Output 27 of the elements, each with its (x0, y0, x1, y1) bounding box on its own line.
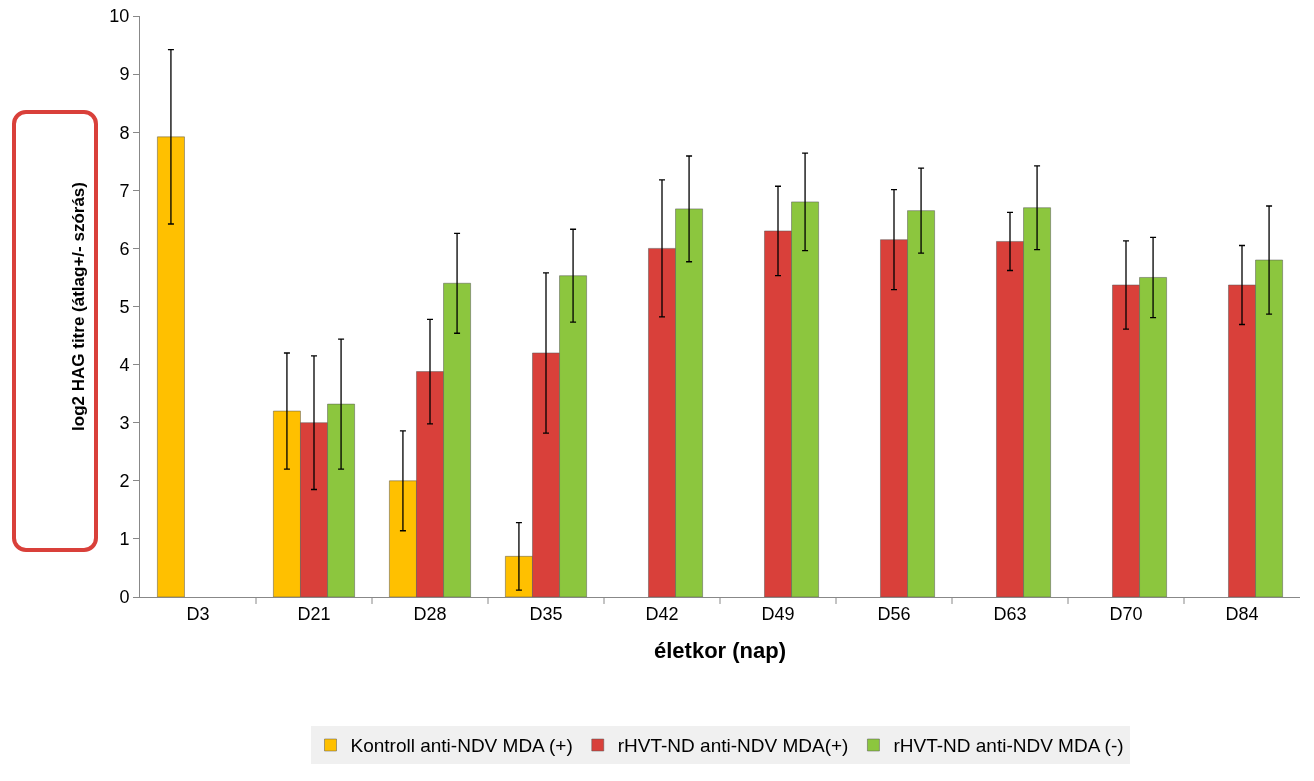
y-tick-label: 0 (119, 587, 130, 608)
x-tick-label: D28 (413, 603, 447, 624)
x-tick-label: D21 (297, 603, 331, 624)
y-tick-label: 4 (119, 354, 130, 375)
legend-label: rHVT-ND anti-NDV MDA (-) (893, 735, 1124, 757)
y-tick-label: 8 (119, 122, 130, 143)
y-tick-label: 6 (119, 238, 130, 259)
y-tick-label: 10 (109, 6, 130, 27)
x-tick-label: D84 (1225, 603, 1259, 624)
x-tick-label: D63 (993, 603, 1027, 624)
y-tick-label: 2 (119, 471, 130, 492)
y-axis-title: log2 HAG titre (átlag+/- szórás) (68, 182, 88, 431)
x-tick-label: D3 (186, 603, 210, 624)
x-axis-title: életkor (nap) (653, 638, 787, 664)
legend-label: rHVT-ND anti-NDV MDA(+) (617, 735, 849, 757)
y-tick-label: 9 (119, 64, 130, 85)
x-tick-label: D70 (1109, 603, 1143, 624)
x-tick-label: D42 (645, 603, 679, 624)
x-tick-label: D35 (529, 603, 563, 624)
y-tick-label: 7 (119, 180, 130, 201)
y-tick-label: 3 (119, 413, 130, 433)
x-tick-label: D49 (761, 603, 795, 624)
y-tick-label: 5 (119, 296, 130, 317)
x-tick-label: D56 (877, 603, 911, 624)
bar (157, 136, 185, 597)
legend-label: Kontroll anti-NDV MDA (+) (350, 735, 573, 757)
y-tick-label: 1 (119, 529, 130, 550)
